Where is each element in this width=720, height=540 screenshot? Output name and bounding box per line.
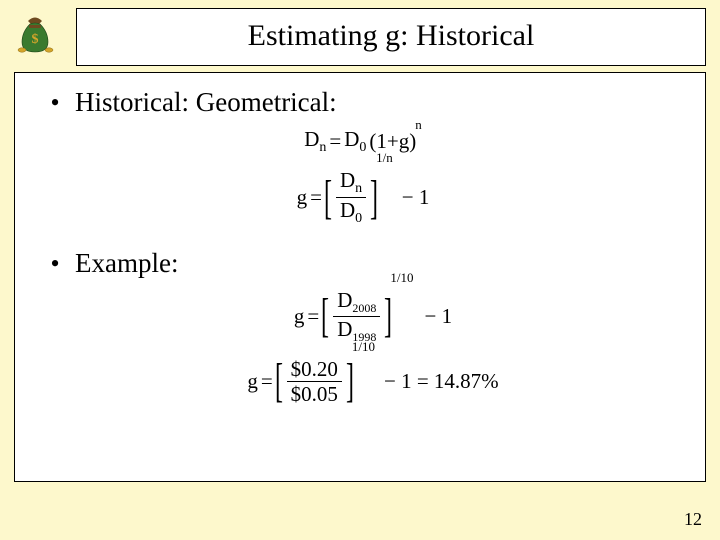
slide-title: Estimating g: Historical xyxy=(248,19,535,53)
formula-solve-g: g = [ Dn D0 ] 1/n − 1 xyxy=(35,168,691,228)
formula-compound: Dn = D0 (1+g)n xyxy=(35,127,691,156)
money-bag-icon: $ xyxy=(14,12,56,54)
page-number: 12 xyxy=(684,509,702,530)
formula-example-numeric: g = [ $0.20 $0.05 ] 1/10 − 1 = 14.87% xyxy=(35,357,691,406)
svg-text:$: $ xyxy=(32,32,39,47)
bullet-marker: • xyxy=(35,85,75,119)
bullet-1: • Historical: Geometrical: xyxy=(35,85,691,119)
bullet-marker: • xyxy=(35,246,75,280)
bullet-2-text: Example: xyxy=(75,246,178,280)
slide-title-box: Estimating g: Historical xyxy=(76,8,706,66)
slide-body: • Historical: Geometrical: Dn = D0 (1+g)… xyxy=(14,72,706,482)
formula-example-symbolic: g = [ D2008 D1998 ] 1/10 − 1 xyxy=(35,288,691,345)
bullet-1-text: Historical: Geometrical: xyxy=(75,85,337,119)
bullet-2: • Example: xyxy=(35,246,691,280)
